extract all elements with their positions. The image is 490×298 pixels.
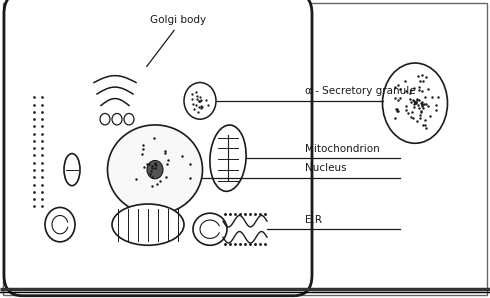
Circle shape — [147, 160, 163, 179]
Text: Golgi body: Golgi body — [147, 15, 206, 66]
Ellipse shape — [64, 153, 80, 186]
Ellipse shape — [107, 125, 202, 214]
Circle shape — [112, 114, 122, 125]
Ellipse shape — [383, 63, 447, 143]
Text: α - Secretory granule: α - Secretory granule — [305, 86, 416, 96]
Text: Nucleus: Nucleus — [305, 163, 346, 173]
Circle shape — [100, 114, 110, 125]
Ellipse shape — [210, 125, 246, 191]
Text: Mitochondrion: Mitochondrion — [305, 144, 380, 153]
Circle shape — [184, 83, 216, 119]
Text: E.R: E.R — [305, 215, 322, 225]
Ellipse shape — [112, 204, 184, 245]
Circle shape — [45, 207, 75, 242]
FancyBboxPatch shape — [3, 4, 487, 294]
Circle shape — [124, 114, 134, 125]
Ellipse shape — [193, 213, 227, 245]
FancyBboxPatch shape — [4, 0, 312, 296]
